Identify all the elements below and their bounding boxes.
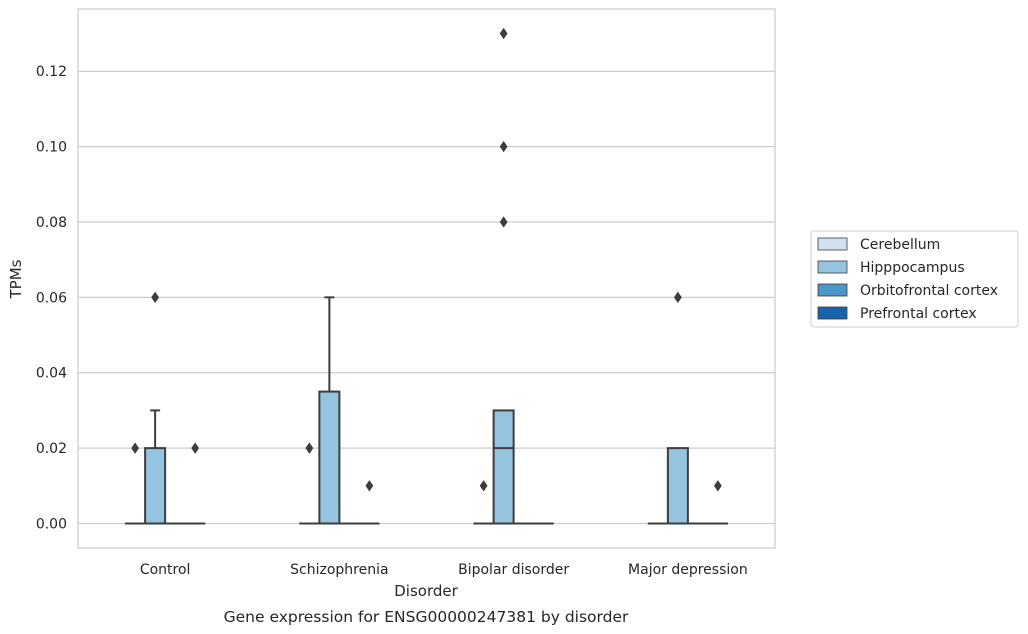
y-tick-label: 0.02 [36,441,67,457]
y-axis-label: TPMs [7,259,25,299]
y-tick-labels: 0.00 0.02 0.04 0.06 0.08 0.10 0.12 [36,64,67,532]
outlier-point [499,27,508,40]
x-tick-labels: Control Schizophrenia Bipolar disorder Majo… [140,562,748,578]
x-tick-label: Bipolar disorder [458,562,569,578]
outlier-point [499,140,508,153]
legend-swatch [817,237,848,251]
box-hipppocampus [666,447,689,525]
legend-frame [810,230,1019,328]
y-tick-label: 0.12 [36,64,67,80]
legend-label: Cerebellum [860,237,940,253]
box-hipppocampus [144,447,167,525]
y-tick-label: 0.06 [36,290,67,306]
outlier-point [365,480,374,492]
x-tick-label: Control [140,562,191,578]
outlier-point [499,216,508,228]
chart-caption: Gene expression for ENSG00000247381 by d… [224,608,629,626]
outlier-point [713,480,722,492]
outlier-point [305,442,314,454]
box-series [125,27,728,525]
legend-swatch [817,306,848,320]
y-tick-label: 0.04 [36,366,67,382]
x-axis-label: Disorder [394,582,458,600]
box-hipppocampus [318,390,341,525]
y-tick-label: 0.00 [36,517,67,533]
outlier-point [191,442,200,454]
box-hipppocampus [492,409,515,525]
legend: Cerebellum Hipppocampus Orbitofrontal cort… [810,230,1019,328]
legend-swatch [817,283,848,297]
plot-frame [77,8,776,549]
legend-label: Prefrontal cortex [860,306,977,322]
legend-label: Orbitofrontal cortex [860,283,998,299]
outlier-point [131,442,140,454]
outlier-point [479,480,488,492]
x-tick-label: Schizophrenia [290,562,388,578]
outlier-point [673,291,682,304]
legend-label: Hipppocampus [860,260,965,276]
y-tick-label: 0.08 [36,215,67,231]
outlier-point [151,291,160,304]
x-tick-label: Major depression [628,562,748,578]
y-tick-label: 0.10 [36,140,67,156]
legend-swatch [817,260,848,274]
